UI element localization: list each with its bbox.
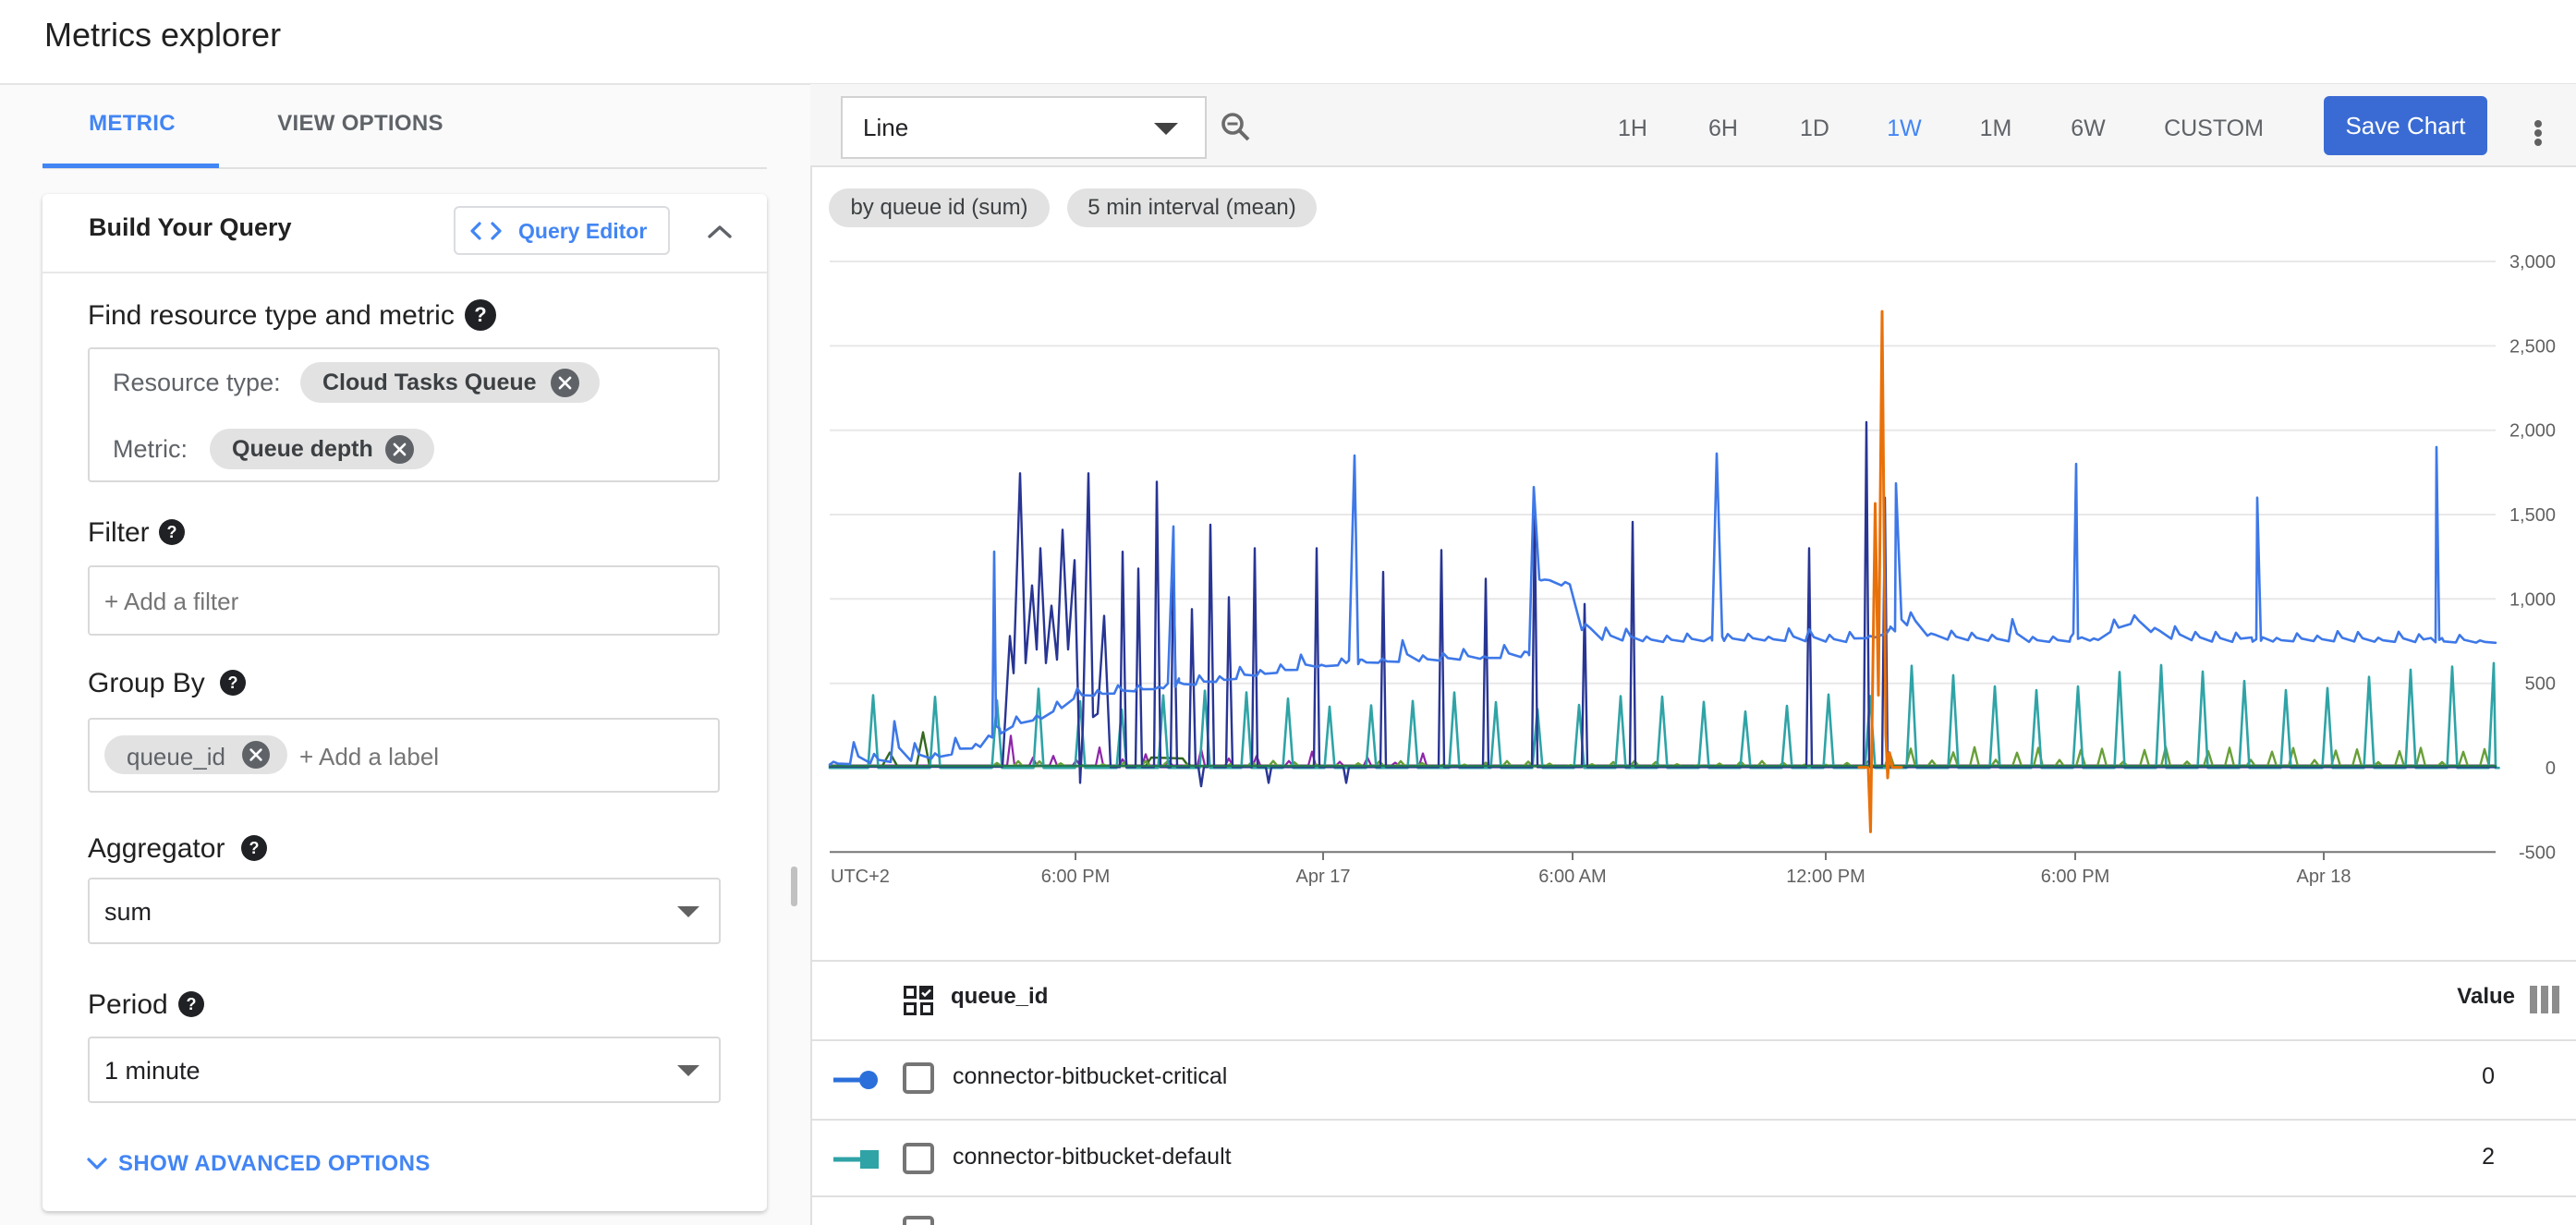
svg-text:2,500: 2,500	[2509, 336, 2556, 357]
svg-text:500: 500	[2525, 674, 2556, 695]
svg-text:0: 0	[2546, 758, 2556, 779]
svg-text:Apr 18: Apr 18	[2297, 867, 2351, 887]
svg-text:3,000: 3,000	[2509, 252, 2556, 273]
svg-text:1,000: 1,000	[2509, 589, 2556, 610]
svg-text:-500: -500	[2519, 843, 2556, 863]
svg-text:2,000: 2,000	[2509, 421, 2556, 442]
svg-text:6:00 PM: 6:00 PM	[2041, 867, 2109, 887]
svg-text:12:00 PM: 12:00 PM	[1786, 867, 1865, 887]
svg-text:Apr 17: Apr 17	[1296, 867, 1351, 887]
svg-text:6:00 AM: 6:00 AM	[1538, 867, 1606, 887]
svg-text:1,500: 1,500	[2509, 505, 2556, 526]
svg-text:6:00 PM: 6:00 PM	[1041, 867, 1110, 887]
svg-text:UTC+2: UTC+2	[831, 867, 890, 887]
